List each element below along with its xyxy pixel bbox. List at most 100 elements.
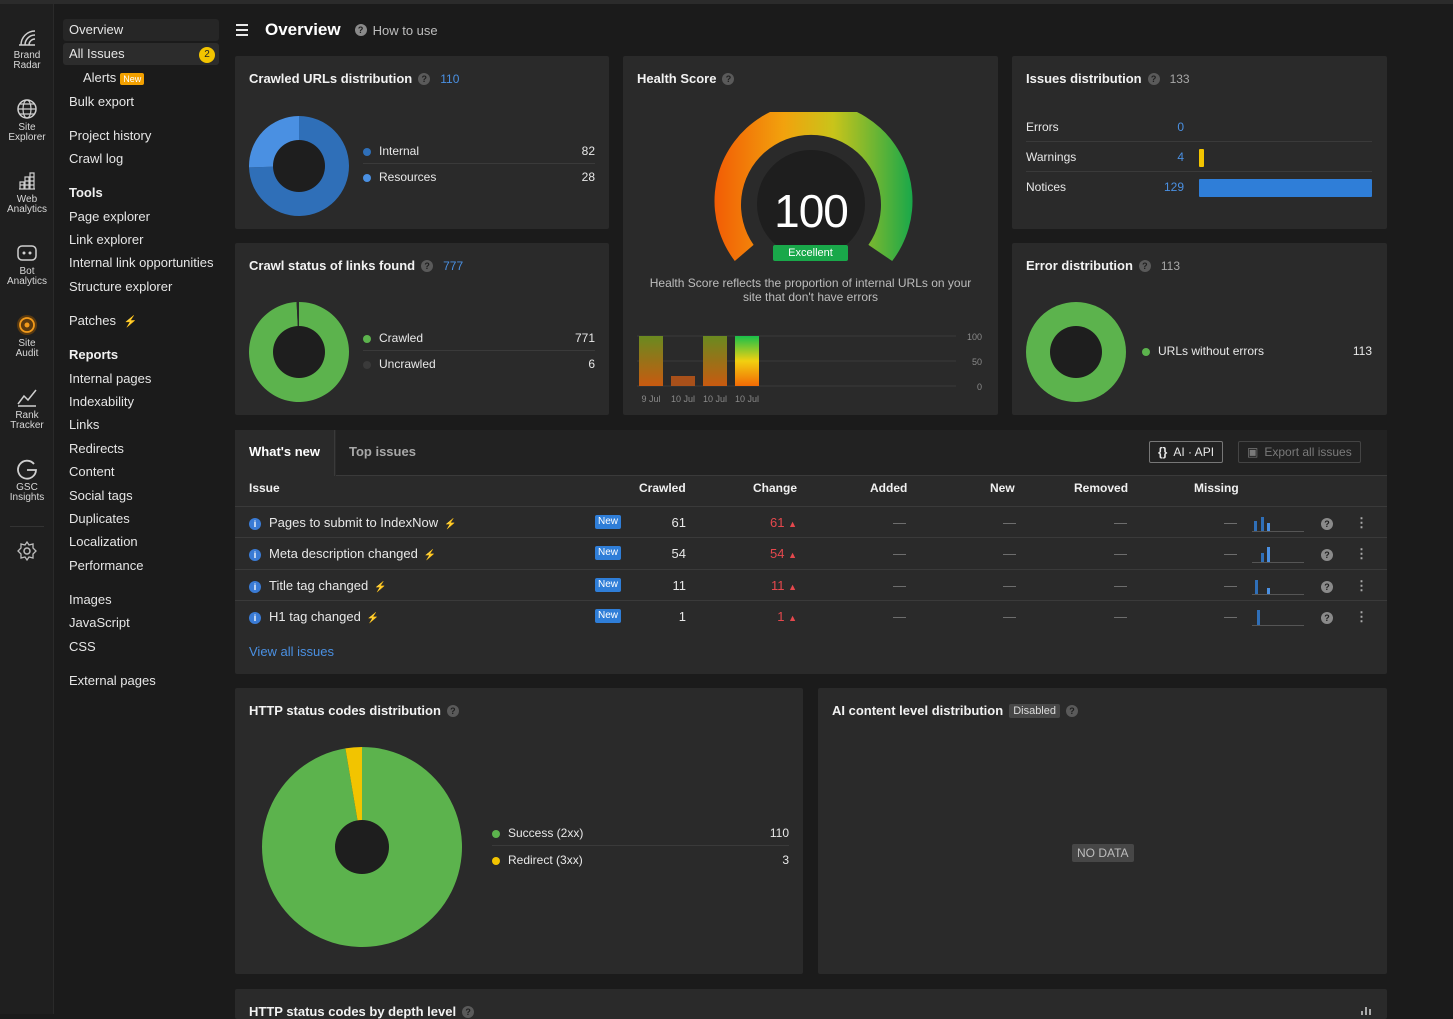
crawled-value[interactable]: 54 xyxy=(671,546,686,561)
column-header-new[interactable]: New xyxy=(990,481,1015,495)
change-cell[interactable]: 54 ▲ xyxy=(735,538,797,569)
change-cell[interactable]: 11 ▲ xyxy=(735,570,797,601)
crawled-urls-card: Crawled URLs distribution? 110 Internal 82… xyxy=(235,56,609,229)
donut-hole xyxy=(1050,326,1102,378)
crawled-value[interactable]: 1 xyxy=(678,609,686,624)
column-header-issue[interactable]: Issue xyxy=(249,481,280,495)
help-icon[interactable]: ? xyxy=(1321,538,1333,569)
change-cell[interactable]: 1 ▲ xyxy=(735,601,797,632)
rail-site-audit[interactable]: Site Audit xyxy=(0,314,54,359)
nav-indexability[interactable]: Indexability xyxy=(69,394,135,409)
rail-gsc-insights[interactable]: GSC Insights xyxy=(0,458,54,503)
view-all-issues-link[interactable]: View all issues xyxy=(249,644,335,659)
help-icon[interactable]: ? xyxy=(1321,507,1333,538)
rail-brand-radar[interactable]: Brand Radar xyxy=(0,26,54,71)
more-options-icon[interactable]: ⋮ xyxy=(1355,609,1368,624)
nav-overview[interactable]: Overview xyxy=(63,19,219,41)
nav-project-history[interactable]: Project history xyxy=(69,128,152,143)
legend-row-internal[interactable]: Internal 82 xyxy=(363,138,595,164)
column-header-change[interactable]: Change xyxy=(753,481,798,495)
table-row[interactable]: i Pages to submit to IndexNow ⚡ New 61 61 … xyxy=(235,506,1387,537)
rail-rank-tracker[interactable]: Rank Tracker xyxy=(0,386,54,431)
nav-external-pages[interactable]: External pages xyxy=(69,673,156,688)
column-header-added[interactable]: Added xyxy=(870,481,908,495)
nav-localization[interactable]: Localization xyxy=(69,534,138,549)
nav-bulk-export[interactable]: Bulk export xyxy=(69,94,135,109)
nav-performance[interactable]: Performance xyxy=(69,558,144,573)
nav-css[interactable]: CSS xyxy=(69,639,96,654)
nav-links[interactable]: Links xyxy=(69,417,100,432)
crawled-value[interactable]: 61 xyxy=(671,515,686,530)
nav-internal-pages[interactable]: Internal pages xyxy=(69,371,152,386)
health-bar[interactable] xyxy=(671,376,695,386)
nav-link-explorer[interactable]: Link explorer xyxy=(69,232,144,247)
crawled-urls-count[interactable]: 110 xyxy=(440,71,460,86)
issues-row-errors[interactable]: Errors 0 xyxy=(1026,112,1372,142)
legend-row-uncrawled[interactable]: Uncrawled 6 xyxy=(363,351,595,377)
column-header-crawled[interactable]: Crawled xyxy=(639,481,686,495)
legend-dot xyxy=(363,173,371,182)
export-all-issues-button[interactable]: ▣ Export all issues xyxy=(1238,441,1361,463)
tab-whats-new[interactable]: What's new xyxy=(235,430,335,476)
arrow-up-icon: ▲ xyxy=(788,582,797,592)
health-score-value: 100 xyxy=(774,185,849,237)
nav-alerts[interactable]: Alerts New xyxy=(83,67,145,89)
column-header-missing[interactable]: Missing xyxy=(1194,481,1239,495)
issues-row-notices[interactable]: Notices 129 xyxy=(1026,172,1372,202)
health-bar[interactable] xyxy=(735,336,759,386)
how-to-use-link[interactable]: ? How to use xyxy=(354,23,438,38)
google-icon xyxy=(17,459,37,480)
health-bar[interactable] xyxy=(703,336,727,386)
change-cell[interactable]: 61 ▲ xyxy=(735,507,797,538)
nav-crawl-log[interactable]: Crawl log xyxy=(69,151,124,166)
issue-cell[interactable]: i Pages to submit to IndexNow ⚡ xyxy=(249,507,457,538)
ai-content-card: AI content level distribution Disabled? N… xyxy=(818,688,1387,974)
rail-label: GSC xyxy=(16,482,38,493)
rail-web-analytics[interactable]: Web Analytics xyxy=(0,170,54,215)
nav-content[interactable]: Content xyxy=(69,464,115,479)
issue-cell[interactable]: i Title tag changed ⚡ xyxy=(249,570,387,601)
table-row[interactable]: i Title tag changed ⚡ New 11 11 ▲ — — — — … xyxy=(235,569,1387,600)
issues-row-warnings[interactable]: Warnings 4 xyxy=(1026,142,1372,172)
legend-dot xyxy=(492,829,500,838)
nav-javascript[interactable]: JavaScript xyxy=(69,615,130,630)
issue-cell[interactable]: i H1 tag changed ⚡ xyxy=(249,601,379,632)
nav-social-tags[interactable]: Social tags xyxy=(69,488,133,503)
crawled-urls-donut xyxy=(249,116,349,216)
rail-settings[interactable] xyxy=(0,540,54,565)
more-options-icon[interactable]: ⋮ xyxy=(1355,515,1368,530)
rail-bot-analytics[interactable]: Bot Analytics xyxy=(0,242,54,287)
column-header-removed[interactable]: Removed xyxy=(1074,481,1129,495)
legend-row-success[interactable]: Success (2xx) 110 xyxy=(492,820,789,846)
table-row[interactable]: i Meta description changed ⚡ New 54 54 ▲ —… xyxy=(235,537,1387,568)
legend-row-redirect[interactable]: Redirect (3xx) 3 xyxy=(492,847,789,873)
help-icon[interactable]: ? xyxy=(1321,570,1333,601)
menu-icon[interactable] xyxy=(235,24,249,36)
help-icon[interactable]: ? xyxy=(1321,601,1333,632)
tab-top-issues[interactable]: Top issues xyxy=(349,444,416,459)
help-icon: ? xyxy=(462,1005,475,1018)
crawl-status-count[interactable]: 777 xyxy=(443,258,464,273)
legend-row-urls-without-errors[interactable]: URLs without errors 113 xyxy=(1142,338,1372,364)
health-bar[interactable] xyxy=(639,336,663,386)
nav-all-issues[interactable]: All Issues 2 xyxy=(63,43,219,65)
legend-label: Success (2xx) xyxy=(508,826,584,840)
more-options-icon[interactable]: ⋮ xyxy=(1355,546,1368,561)
nav-duplicates[interactable]: Duplicates xyxy=(69,511,130,526)
nav-page-explorer[interactable]: Page explorer xyxy=(69,209,150,224)
table-row[interactable]: i H1 tag changed ⚡ New 1 1 ▲ — — — — ? ⋮ xyxy=(235,600,1387,631)
legend-row-crawled[interactable]: Crawled 771 xyxy=(363,325,595,351)
help-icon: ? xyxy=(421,259,434,272)
nav-images[interactable]: Images xyxy=(69,592,112,607)
nav-patches[interactable]: Patches ⚡ xyxy=(69,310,137,332)
legend-row-resources[interactable]: Resources 28 xyxy=(363,164,595,190)
issues-count-badge: 2 xyxy=(199,47,215,63)
more-options-icon[interactable]: ⋮ xyxy=(1355,578,1368,593)
nav-internal-link-opportunities[interactable]: Internal link opportunities xyxy=(69,255,214,270)
nav-redirects[interactable]: Redirects xyxy=(69,441,124,456)
rail-site-explorer[interactable]: Site Explorer xyxy=(0,98,54,143)
crawled-value[interactable]: 11 xyxy=(672,578,687,593)
nav-structure-explorer[interactable]: Structure explorer xyxy=(69,279,173,294)
issue-cell[interactable]: i Meta description changed ⚡ xyxy=(249,538,436,569)
ai-api-button[interactable]: {} AI · API xyxy=(1149,441,1224,463)
